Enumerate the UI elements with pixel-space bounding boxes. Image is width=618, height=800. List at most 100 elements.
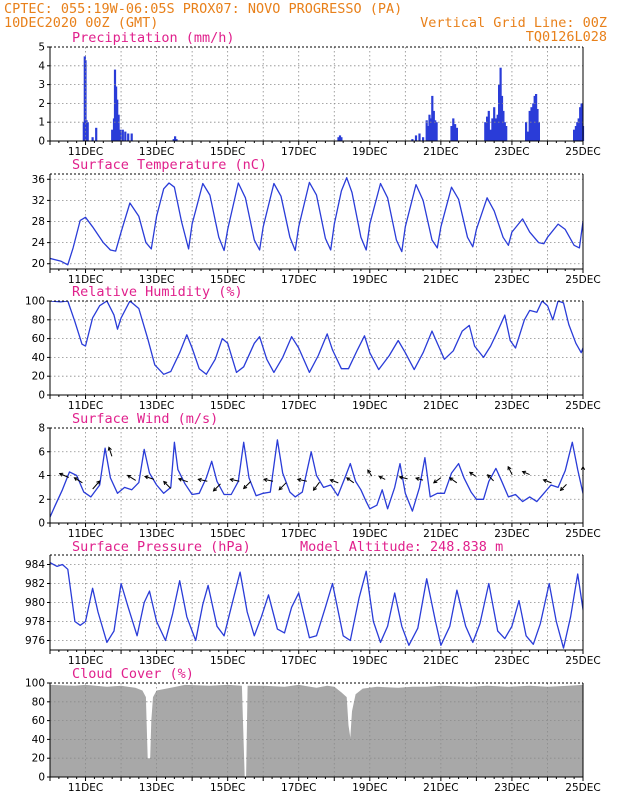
precip-bar-63 [573, 129, 576, 141]
precip-bar-50 [500, 95, 504, 141]
y-tick-label-2-40: 40 [32, 352, 45, 364]
precip-bar-25 [414, 135, 418, 141]
y-tick-label-3-0: 0 [38, 518, 45, 530]
x-tick-label-4-1: 13DEC [139, 655, 174, 667]
series-line-4 [50, 562, 583, 649]
y-tick-label-5-60: 60 [32, 715, 45, 727]
precip-bar-47 [496, 114, 499, 141]
wind-vector-5 [143, 475, 155, 480]
precip-bar-41 [486, 116, 489, 141]
precip-bar-57 [530, 107, 533, 141]
precip-bar-53 [505, 126, 508, 141]
x-tick-label-2-6: 23DEC [494, 400, 529, 412]
precip-bar-58 [532, 103, 535, 141]
x-tick-label-4-3: 17DEC [281, 655, 316, 667]
precip-bar-45 [493, 107, 496, 141]
y-tick-label-3-2: 2 [38, 494, 45, 506]
y-tick-label-3-4: 4 [38, 470, 45, 482]
humidity-panel: Relative Humidity (%) 0 20 40 60 80 100 11DEC 1… [25, 284, 601, 412]
wind-vector-0 [58, 472, 69, 478]
header-line1: CPTEC: 055:19W-06:05S PROX07: NOVO PROGR… [4, 1, 402, 17]
x-tick-label-4-7: 25DEC [565, 655, 600, 667]
wind-vector-25 [486, 474, 494, 482]
precip-bar-46 [494, 118, 497, 141]
y-tick-label-0-0: 0 [38, 136, 45, 148]
wind-vector-14 [296, 477, 307, 482]
precip-bar-27 [422, 137, 425, 141]
precip-bar-11 [116, 99, 119, 141]
cloud-cover-title: Cloud Cover (%) [72, 666, 194, 682]
precip-bar-7 [111, 129, 114, 141]
y-tick-label-2-100: 100 [25, 296, 45, 308]
wind-vector-6 [163, 480, 172, 489]
precip-bar-19 [174, 136, 177, 141]
precip-bar-4 [86, 122, 89, 141]
wind-vector-11 [242, 481, 252, 490]
precip-bar-24 [411, 139, 414, 141]
wind-vector-26 [507, 465, 513, 476]
x-tick-label-0-3: 17DEC [281, 146, 316, 158]
x-tick-label-3-6: 23DEC [494, 528, 529, 540]
y-tick-label-2-60: 60 [32, 333, 45, 345]
precip-bar-68 [580, 103, 583, 141]
x-tick-label-3-1: 13DEC [139, 528, 174, 540]
x-tick-label-1-5: 21DEC [423, 274, 458, 286]
x-tick-label-3-4: 19DEC [352, 528, 387, 540]
x-tick-label-0-0: 11DEC [68, 146, 103, 158]
x-tick-label-5-1: 13DEC [139, 782, 174, 794]
wind-vector-18 [367, 469, 373, 477]
wind-vector-28 [542, 478, 552, 484]
precip-bar-40 [484, 122, 487, 141]
wind-title: Surface Wind (m/s) [72, 411, 218, 427]
precip-bar-12 [117, 114, 120, 141]
y-tick-label-5-80: 80 [32, 696, 45, 708]
x-tick-label-2-3: 17DEC [281, 400, 316, 412]
wind-vector-27 [521, 470, 530, 476]
precip-bar-26 [418, 133, 421, 141]
y-tick-label-2-20: 20 [32, 371, 45, 383]
temperature-panel: Surface Temperature (nC) 20 24 28 32 36 11DEC… [32, 157, 601, 286]
x-tick-label-3-7: 25DEC [565, 528, 600, 540]
x-tick-label-0-1: 13DEC [139, 146, 174, 158]
precip-bar-67 [579, 107, 582, 141]
x-tick-label-3-0: 11DEC [68, 528, 103, 540]
wind-panel: Surface Wind (m/s) 0 2 4 6 8 11DEC 13DEC 15DEC 1… [38, 411, 600, 540]
series-line-1 [50, 177, 583, 266]
x-tick-label-0-5: 21DEC [423, 146, 458, 158]
precip-bar-37 [452, 118, 455, 141]
wind-vector-1 [73, 477, 83, 484]
wind-vector-3 [107, 446, 113, 457]
precipitation-title: Precipitation (mm/h) [72, 30, 235, 46]
model-altitude-label: Model Altitude: 248.838 m [300, 539, 503, 555]
humidity-title: Relative Humidity (%) [72, 284, 243, 300]
wind-vector-12 [262, 477, 274, 482]
wind-vector-29 [559, 484, 567, 492]
precip-bar-20 [175, 139, 178, 141]
precip-bar-65 [576, 122, 579, 141]
precip-bar-34 [434, 120, 437, 141]
precip-bar-15 [124, 131, 127, 141]
wind-vector-4 [126, 474, 136, 481]
x-tick-label-4-0: 11DEC [68, 655, 103, 667]
cloud-cover-area [50, 684, 583, 777]
y-tick-label-1-20: 20 [32, 258, 45, 270]
y-tick-label-5-20: 20 [32, 753, 45, 765]
x-tick-label-1-6: 23DEC [494, 274, 529, 286]
precip-bar-22 [338, 135, 342, 141]
x-tick-label-0-7: 25DEC [565, 146, 600, 158]
precip-bar-33 [432, 110, 435, 141]
precip-bar-31 [429, 118, 432, 141]
wind-vector-15 [312, 481, 320, 492]
x-tick-label-2-5: 21DEC [423, 400, 458, 412]
x-tick-label-0-2: 15DEC [210, 146, 245, 158]
precipitation-panel: Precipitation (mm/h) 0 1 2 3 4 5 11DEC 13DEC 15D… [38, 30, 600, 158]
wind-vector-20 [398, 475, 408, 480]
series-line-3 [50, 439, 583, 518]
x-tick-label-3-3: 17DEC [281, 528, 316, 540]
precip-bar-64 [574, 126, 577, 141]
precip-bar-5 [91, 137, 94, 141]
precip-bar-23 [340, 137, 343, 141]
precip-bar-14 [121, 129, 124, 141]
precip-bar-66 [577, 118, 580, 141]
